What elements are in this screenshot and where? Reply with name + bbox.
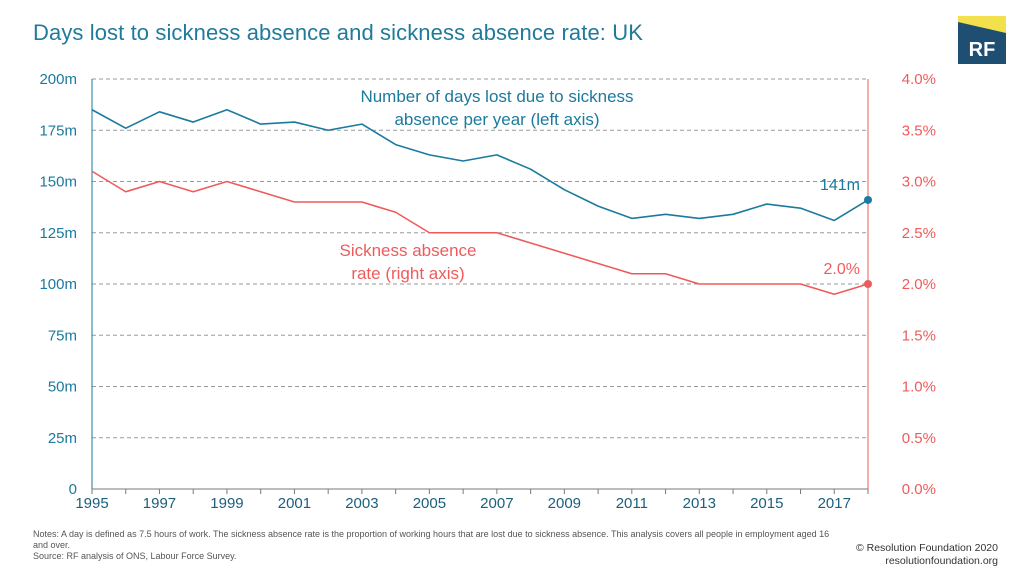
copyright-text: © Resolution Foundation 2020 [855,542,998,554]
days-lost-end-label: 141m [820,177,860,194]
right-axis-tick-label: 0.5% [902,430,936,447]
website-text: resolutionfoundation.org [885,555,998,567]
left-axis-tick-label: 0 [69,481,77,498]
resolution-foundation-logo: RF [958,16,1006,64]
x-axis-tick-label: 2015 [750,495,783,512]
axes: 0 0.0% 25m 0.5% 50m 1.0% 75m 1.5% 100m 2.0% 125m 2.… [39,71,936,512]
gridlines [92,78,868,439]
chart-labels: 141m 2.0% Number of days lost due to sickn… [339,87,860,283]
source-text: Source: RF analysis of ONS, Labour Force… [33,551,237,561]
x-axis-tick-label: 1997 [143,495,176,512]
credit: © Resolution Foundation 2020 resolutionf… [856,542,998,568]
right-axis-tick-label: 1.0% [902,379,936,396]
x-axis-tick-label: 2013 [683,495,716,512]
right-axis-tick-label: 2.5% [902,225,936,242]
absence-rate-series-label: rate (right axis) [351,264,464,283]
right-axis-tick-label: 3.5% [902,122,936,139]
absence-rate-line [91,170,869,296]
absence-rate-series-label: Sickness absence [339,241,476,260]
days-lost-series-label: Number of days lost due to sickness [360,87,633,106]
left-axis-tick-label: 50m [48,379,77,396]
x-axis-tick-label: 2001 [278,495,311,512]
right-axis-tick-label: 3.0% [902,174,936,191]
x-axis-tick-label: 2005 [413,495,446,512]
logo-accent-corner [958,16,1006,33]
x-axis-tick-label: 2011 [616,495,648,512]
x-axis-tick-label: 2009 [548,495,581,512]
x-axis-tick-label: 2003 [345,495,378,512]
series [91,108,872,296]
left-axis-tick-label: 75m [48,327,77,344]
left-axis-tick-label: 25m [48,430,77,447]
absence-rate-end-point [864,280,872,288]
left-axis-tick-label: 100m [39,276,77,293]
left-axis-tick-label: 175m [39,122,77,139]
notes-text: Notes: A day is defined as 7.5 hours of … [33,529,830,550]
left-axis-tick-label: 150m [39,174,77,191]
absence-rate-end-label: 2.0% [824,261,860,278]
x-axis-tick-label: 1995 [75,495,108,512]
days-lost-end-point [864,195,872,204]
page-title: Days lost to sickness absence and sickne… [33,20,643,45]
days-lost-line [91,108,869,222]
x-axis-tick-label: 2017 [818,495,851,512]
logo-text: RF [969,39,996,61]
days-lost-series-label: absence per year (left axis) [394,110,599,129]
right-axis-tick-label: 4.0% [902,71,936,88]
chart-notes: Notes: A day is defined as 7.5 hours of … [33,529,833,562]
right-axis-tick-label: 0.0% [902,481,936,498]
left-axis-tick-label: 200m [39,71,77,88]
x-axis-tick-label: 1999 [210,495,243,512]
x-axis-tick-label: 2007 [480,495,513,512]
left-axis-tick-label: 125m [39,225,77,242]
right-axis-tick-label: 2.0% [902,276,936,293]
right-axis-tick-label: 1.5% [902,327,936,344]
